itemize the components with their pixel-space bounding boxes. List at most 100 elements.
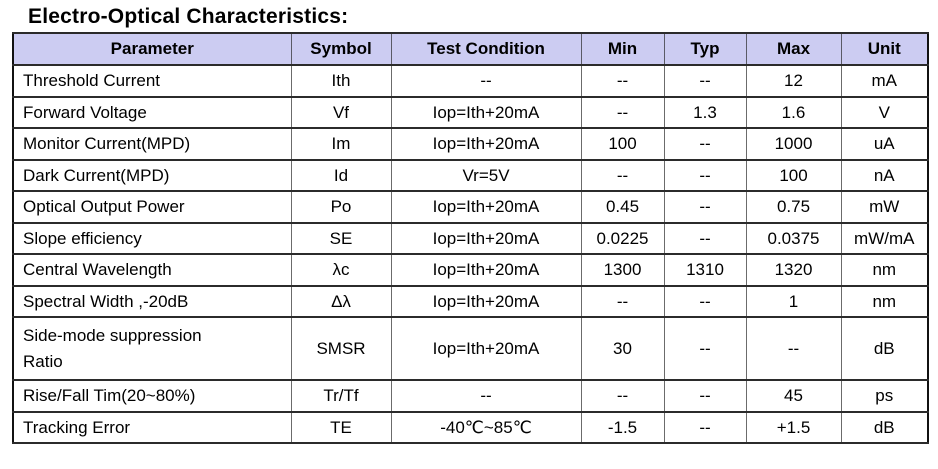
min-cell: -- [580,379,665,413]
table-row: Forward Voltage Vf Iop=Ith+20mA -- 1.3 1.6 V [12,95,929,129]
parameter-cell: Forward Voltage [12,95,292,129]
symbol-cell: TE [290,410,392,444]
typ-cell: -- [663,410,747,444]
symbol-cell: Ith [290,64,392,98]
symbol-cell: Tr/Tf [290,379,392,413]
header-row: Parameter Symbol Test Condition Min Typ … [12,32,929,66]
test-condition-cell: Iop=Ith+20mA [390,316,582,381]
symbol-cell: Id [290,158,392,192]
test-condition-cell: Iop=Ith+20mA [390,221,582,255]
table-row: Optical Output Power Po Iop=Ith+20mA 0.45 --… [12,190,929,224]
max-cell: 12 [745,64,842,98]
typ-cell: -- [663,64,747,98]
table-body: Threshold Current Ith -- -- -- 12 mA Forward Vo… [12,64,929,444]
test-condition-cell: -- [390,64,582,98]
table-row: Rise/Fall Tim(20~80%) Tr/Tf -- -- -- 45 ps [12,379,929,413]
typ-cell: -- [663,379,747,413]
column-header-typ: Typ [663,32,747,66]
symbol-cell: Vf [290,95,392,129]
typ-cell: 1.3 [663,95,747,129]
parameter-cell: Rise/Fall Tim(20~80%) [12,379,292,413]
table-row: Central Wavelength λc Iop=Ith+20mA 1300 1310… [12,253,929,287]
max-cell: 45 [745,379,842,413]
typ-cell: -- [663,221,747,255]
unit-cell: dB [840,410,929,444]
max-cell: +1.5 [745,410,842,444]
table-row: Side-mode suppression Ratio SMSR Iop=Ith+2… [12,316,929,381]
unit-cell: nm [840,253,929,287]
test-condition-cell: Vr=5V [390,158,582,192]
unit-cell: uA [840,127,929,161]
min-cell: -1.5 [580,410,665,444]
test-condition-cell: Iop=Ith+20mA [390,127,582,161]
min-cell: 0.45 [580,190,665,224]
parameter-cell: Spectral Width ,-20dB [12,284,292,318]
electro-optical-characteristics-table: Parameter Symbol Test Condition Min Typ … [12,32,929,444]
max-cell: 0.75 [745,190,842,224]
symbol-cell: SE [290,221,392,255]
column-header-min: Min [580,32,665,66]
unit-cell: mW/mA [840,221,929,255]
max-cell: 0.0375 [745,221,842,255]
unit-cell: mW [840,190,929,224]
min-cell: -- [580,95,665,129]
typ-cell: -- [663,190,747,224]
symbol-cell: Δλ [290,284,392,318]
symbol-cell: λc [290,253,392,287]
min-cell: 30 [580,316,665,381]
parameter-cell: Slope efficiency [12,221,292,255]
max-cell: 1000 [745,127,842,161]
symbol-cell: Im [290,127,392,161]
symbol-cell: SMSR [290,316,392,381]
parameter-cell: Monitor Current(MPD) [12,127,292,161]
max-cell: 100 [745,158,842,192]
table-row: Spectral Width ,-20dB Δλ Iop=Ith+20mA -- -- 1… [12,284,929,318]
table-row: Tracking Error TE -40℃~85℃ -1.5 -- +1.5 dB [12,410,929,444]
unit-cell: V [840,95,929,129]
test-condition-cell: Iop=Ith+20mA [390,253,582,287]
max-cell: 1 [745,284,842,318]
typ-cell: -- [663,158,747,192]
test-condition-cell: Iop=Ith+20mA [390,284,582,318]
unit-cell: dB [840,316,929,381]
column-header-parameter: Parameter [12,32,292,66]
column-header-symbol: Symbol [290,32,392,66]
test-condition-cell: -- [390,379,582,413]
column-header-test-condition: Test Condition [390,32,582,66]
page-title: Electro-Optical Characteristics: [28,5,349,28]
parameter-cell: Threshold Current [12,64,292,98]
parameter-cell: Dark Current(MPD) [12,158,292,192]
test-condition-cell: Iop=Ith+20mA [390,190,582,224]
min-cell: 1300 [580,253,665,287]
column-header-unit: Unit [840,32,929,66]
table-header: Parameter Symbol Test Condition Min Typ … [12,32,929,66]
typ-cell: -- [663,316,747,381]
symbol-cell: Po [290,190,392,224]
table-row: Threshold Current Ith -- -- -- 12 mA [12,64,929,98]
table-row: Slope efficiency SE Iop=Ith+20mA 0.0225 -- 0.… [12,221,929,255]
test-condition-cell: Iop=Ith+20mA [390,95,582,129]
typ-cell: -- [663,127,747,161]
parameter-cell: Optical Output Power [12,190,292,224]
max-cell: -- [745,316,842,381]
parameter-cell: Tracking Error [12,410,292,444]
min-cell: 100 [580,127,665,161]
typ-cell: -- [663,284,747,318]
unit-cell: mA [840,64,929,98]
parameter-cell: Central Wavelength [12,253,292,287]
min-cell: 0.0225 [580,221,665,255]
unit-cell: nA [840,158,929,192]
min-cell: -- [580,284,665,318]
table-row: Monitor Current(MPD) Im Iop=Ith+20mA 100 -- 1… [12,127,929,161]
test-condition-cell: -40℃~85℃ [390,410,582,444]
unit-cell: nm [840,284,929,318]
max-cell: 1.6 [745,95,842,129]
unit-cell: ps [840,379,929,413]
column-header-max: Max [745,32,842,66]
max-cell: 1320 [745,253,842,287]
min-cell: -- [580,64,665,98]
parameter-cell: Side-mode suppression Ratio [12,316,292,381]
table-row: Dark Current(MPD) Id Vr=5V -- -- 100 nA [12,158,929,192]
typ-cell: 1310 [663,253,747,287]
min-cell: -- [580,158,665,192]
